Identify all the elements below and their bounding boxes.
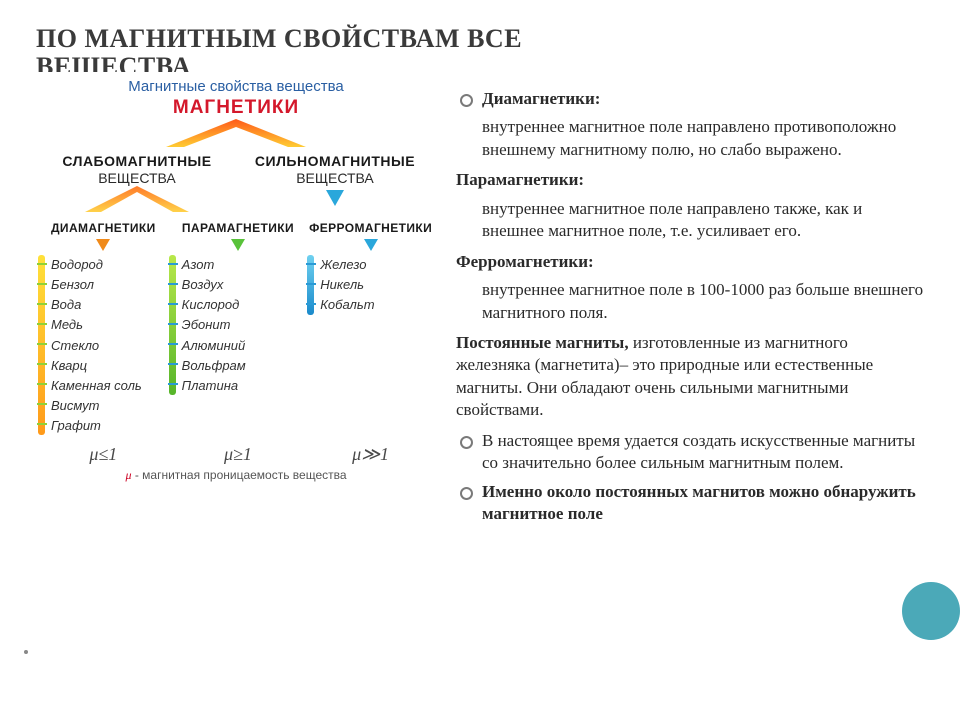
ferromagnetics-col: ФЕРРОМАГНЕТИКИ xyxy=(307,221,434,251)
definitions-list: Диамагнетики: внутреннее магнитное поле н… xyxy=(456,88,924,525)
color-bar xyxy=(307,255,314,315)
definition-text: внутреннее магнитное поле в 100-1000 раз… xyxy=(456,279,924,324)
definition-term: Парамагнетики: xyxy=(456,169,924,191)
list-item: Алюминий xyxy=(182,336,246,356)
branch-split-icon xyxy=(67,186,207,212)
mu-caption: μ - магнитная проницаемость вещества xyxy=(38,468,434,483)
mu-caption-text: - магнитная проницаемость вещества xyxy=(131,468,346,482)
level3-row: ДИАМАГНЕТИКИ ПАРАМАГНЕТИКИ ФЕРРОМАГНЕТИК… xyxy=(38,221,434,251)
list-item: Эбонит xyxy=(182,315,246,335)
list-item: Кварц xyxy=(51,356,142,376)
list-item: Водород xyxy=(51,255,142,275)
tick-icon xyxy=(168,383,178,385)
strong-magnetic-label: СИЛЬНОМАГНИТНЫЕ xyxy=(240,153,430,169)
diagram-panel: Магнитные свойства вещества МАГНЕТИКИ СЛ… xyxy=(36,70,436,531)
weak-magnetic-label: СЛАБОМАГНИТНЫЕ xyxy=(42,153,232,169)
tick-icon xyxy=(168,363,178,365)
weak-magnetic: СЛАБОМАГНИТНЫЕ ВЕЩЕСТВА xyxy=(42,153,232,217)
list-item: Воздух xyxy=(182,275,246,295)
definition-term: Диамагнетики: xyxy=(456,88,924,110)
list-item: Азот xyxy=(182,255,246,275)
tick-icon xyxy=(37,423,47,425)
decorative-circle xyxy=(902,582,960,640)
substance-items: АзотВоздухКислородЭбонитАлюминийВольфрам… xyxy=(182,255,246,436)
substance-items: ЖелезоНикельКобальт xyxy=(320,255,374,436)
color-bar xyxy=(38,255,45,435)
paramagnetics-col: ПАРАМАГНЕТИКИ xyxy=(169,221,308,251)
substance-list: ВодородБензолВодаМедьСтеклоКварцКаменная… xyxy=(38,255,169,436)
diamagnetics-label: ДИАМАГНЕТИКИ xyxy=(38,221,169,235)
tick-icon xyxy=(37,283,47,285)
diagram-title: Магнитные свойства вещества xyxy=(38,78,434,95)
substance-list: ЖелезоНикельКобальт xyxy=(307,255,434,436)
paramagnetics-label: ПАРАМАГНЕТИКИ xyxy=(169,221,308,235)
list-item: Висмут xyxy=(51,396,142,416)
list-item: Бензол xyxy=(51,275,142,295)
list-item: Вольфрам xyxy=(182,356,246,376)
list-item: Каменная соль xyxy=(51,376,142,396)
term-label: Парамагнетики: xyxy=(456,170,584,189)
tick-icon xyxy=(168,343,178,345)
definition-text: внутреннее магнитное поле направлено про… xyxy=(456,116,924,161)
weak-magnetic-sub: ВЕЩЕСТВА xyxy=(42,170,232,186)
substance-lists: ВодородБензолВодаМедьСтеклоКварцКаменная… xyxy=(38,255,434,436)
list-item: Стекло xyxy=(51,336,142,356)
term-label: Постоянные магниты, xyxy=(456,333,629,352)
term-label: Ферромагнетики: xyxy=(456,252,594,271)
tick-icon xyxy=(306,283,316,285)
tick-icon xyxy=(37,383,47,385)
decorative-dot xyxy=(24,650,28,654)
arrow-down-icon xyxy=(364,239,378,251)
level2-row: СЛАБОМАГНИТНЫЕ ВЕЩЕСТВА СИЛЬНОМАГНИТНЫЕ … xyxy=(38,153,434,217)
tick-icon xyxy=(37,343,47,345)
tick-icon xyxy=(37,303,47,305)
tick-icon xyxy=(37,363,47,365)
arrow-down-icon xyxy=(326,190,344,206)
bullet-bold: Именно около постоянных магнитов можно о… xyxy=(482,482,916,523)
permanent-magnets-para: Постоянные магниты, изготовленные из маг… xyxy=(456,332,924,422)
branch-split-icon xyxy=(136,119,336,147)
definition-term: Ферромагнетики: xyxy=(456,251,924,273)
strong-magnetic: СИЛЬНОМАГНИТНЫЕ ВЕЩЕСТВА xyxy=(240,153,430,217)
list-item: Железо xyxy=(320,255,374,275)
tick-icon xyxy=(37,403,47,405)
color-bar xyxy=(169,255,176,395)
arrow-down-icon xyxy=(231,239,245,251)
bullet-item: Именно около постоянных магнитов можно о… xyxy=(456,481,924,526)
list-item: Платина xyxy=(182,376,246,396)
content-columns: Магнитные свойства вещества МАГНЕТИКИ СЛ… xyxy=(36,70,924,531)
tick-icon xyxy=(306,263,316,265)
tick-icon xyxy=(306,303,316,305)
substance-list: АзотВоздухКислородЭбонитАлюминийВольфрам… xyxy=(169,255,308,436)
diagram-root: МАГНЕТИКИ xyxy=(38,97,434,119)
mu-row: μ≤1 μ≥1 μ≫1 xyxy=(38,444,434,465)
slide: ПО МАГНИТНЫМ СВОЙСТВАМ ВСЕ ВЕЩЕСТВА РУПП… xyxy=(0,0,960,720)
ferromagnetics-label: ФЕРРОМАГНЕТИКИ xyxy=(307,221,434,235)
diamagnetics-col: ДИАМАГНЕТИКИ xyxy=(38,221,169,251)
list-item: Кислород xyxy=(182,295,246,315)
tick-icon xyxy=(37,323,47,325)
tick-icon xyxy=(168,283,178,285)
term-label: Диамагнетики: xyxy=(482,89,600,108)
tick-icon xyxy=(168,323,178,325)
list-item: Графит xyxy=(51,416,142,436)
classification-diagram: Магнитные свойства вещества МАГНЕТИКИ СЛ… xyxy=(36,72,436,489)
bullet-item: В настоящее время удается создать искусс… xyxy=(456,430,924,475)
tick-icon xyxy=(168,303,178,305)
substance-items: ВодородБензолВодаМедьСтеклоКварцКаменная… xyxy=(51,255,142,436)
title-line-1: ПО МАГНИТНЫМ СВОЙСТВАМ ВСЕ xyxy=(36,24,924,54)
strong-magnetic-sub: ВЕЩЕСТВА xyxy=(240,170,430,186)
list-item: Кобальт xyxy=(320,295,374,315)
mu-para: μ≥1 xyxy=(169,444,308,465)
list-item: Вода xyxy=(51,295,142,315)
definitions-panel: Диамагнетики: внутреннее магнитное поле н… xyxy=(436,70,924,531)
mu-ferro: μ≫1 xyxy=(307,444,434,465)
list-item: Никель xyxy=(320,275,374,295)
tick-icon xyxy=(37,263,47,265)
mu-dia: μ≤1 xyxy=(38,444,169,465)
definition-text: внутреннее магнитное поле направлено так… xyxy=(456,198,924,243)
list-item: Медь xyxy=(51,315,142,335)
tick-icon xyxy=(168,263,178,265)
arrow-down-icon xyxy=(96,239,110,251)
